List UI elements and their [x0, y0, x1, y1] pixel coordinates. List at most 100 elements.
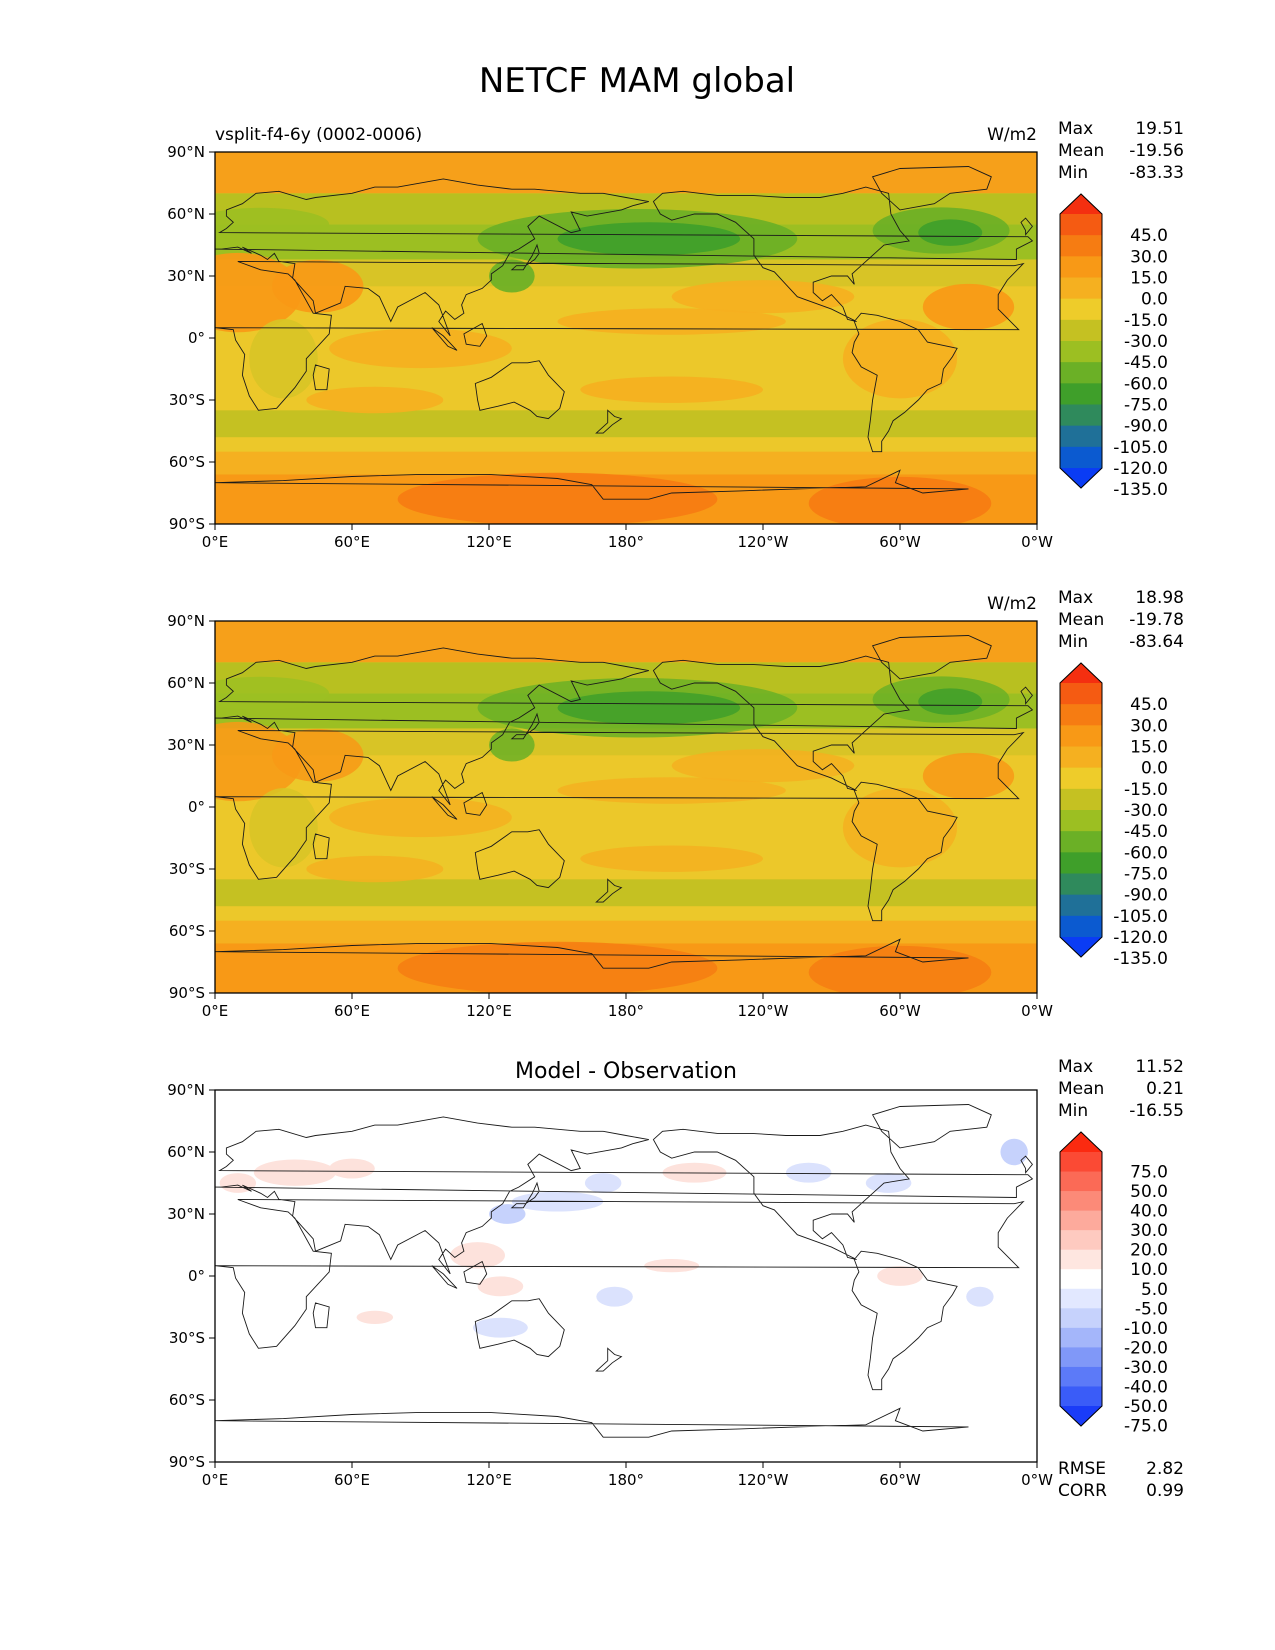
- y-tick-label: 30°N: [167, 1205, 205, 1223]
- field-blob: [842, 318, 958, 399]
- field-band: [215, 879, 1037, 907]
- y-tick-label: 60°S: [169, 922, 205, 940]
- colorbar-label: -75.0: [1124, 1417, 1168, 1437]
- diff-blob: [329, 1158, 375, 1179]
- field-blob: [922, 752, 1015, 800]
- figure-title: NETCF MAM global: [479, 61, 795, 101]
- diff-blob: [473, 1317, 528, 1338]
- metric-label: CORR: [1058, 1481, 1107, 1501]
- x-tick-label: 0°E: [202, 1471, 229, 1489]
- colorbar-segment: [1060, 1366, 1102, 1387]
- colorbar-label: -60.0: [1124, 374, 1168, 394]
- colorbar-segment: [1060, 1171, 1102, 1192]
- colorbar-segment: [1060, 1308, 1102, 1329]
- colorbar-label: -15.0: [1124, 311, 1168, 331]
- colorbar-label: -30.0: [1124, 801, 1168, 821]
- x-tick-label: 0°W: [1021, 1002, 1053, 1020]
- stat-value: -83.64: [1129, 632, 1184, 652]
- colorbar-label: -10.0: [1124, 1319, 1168, 1339]
- colorbar-segment: [1060, 1230, 1102, 1251]
- colorbar-segment: [1060, 235, 1102, 257]
- colorbar-segment: [1060, 1269, 1102, 1290]
- map-field: [215, 1090, 1037, 1462]
- colorbar-label: -120.0: [1113, 928, 1168, 948]
- colorbar-segment: [1060, 1386, 1102, 1407]
- colorbar-segment: [1060, 1327, 1102, 1348]
- field-blob: [557, 777, 786, 804]
- colorbar-label: -40.0: [1124, 1377, 1168, 1397]
- field-band: [215, 621, 1037, 663]
- colorbar-segment: [1060, 810, 1102, 832]
- x-tick-label: 0°E: [202, 1002, 229, 1020]
- field-blob: [272, 728, 364, 782]
- field-band: [215, 451, 1037, 475]
- y-tick-label: 30°N: [167, 267, 205, 285]
- field-blob: [580, 376, 764, 403]
- colorbar-segment: [1060, 425, 1102, 448]
- y-tick-label: 30°N: [167, 736, 205, 754]
- colorbar-label: 0.0: [1141, 759, 1168, 779]
- colorbar-segment: [1060, 831, 1102, 853]
- colorbar-segment: [1060, 788, 1102, 811]
- diff-blob: [865, 1173, 912, 1193]
- metric-value: 0.99: [1146, 1481, 1184, 1501]
- diff-blob: [477, 1276, 524, 1297]
- colorbar-label: -75.0: [1124, 396, 1168, 416]
- colorbar-outline: [1059, 193, 1103, 489]
- diff-blob: [489, 1204, 526, 1224]
- colorbar-min-extend: [1060, 468, 1102, 488]
- colorbar-segment: [1060, 1249, 1102, 1270]
- panel-left-title: vsplit-f4-6y (0002-0006): [215, 125, 422, 145]
- field-blob: [306, 855, 444, 883]
- colorbar-label: -105.0: [1113, 907, 1168, 927]
- colorbar-label: -15.0: [1124, 780, 1168, 800]
- field-blob: [329, 328, 512, 369]
- field-blob: [671, 749, 855, 783]
- coastline: [215, 166, 1034, 500]
- y-tick-label: 60°N: [167, 205, 205, 223]
- stat-value: -16.55: [1129, 1101, 1184, 1121]
- x-tick-label: 0°W: [1021, 533, 1053, 551]
- stat-label: Max: [1058, 1057, 1093, 1077]
- colorbar-label: -30.0: [1124, 332, 1168, 352]
- x-tick-label: 180°: [608, 1002, 644, 1020]
- diff-blob: [785, 1162, 832, 1183]
- colorbar-segment: [1060, 1210, 1102, 1231]
- colorbar-segment: [1060, 383, 1102, 405]
- stat-value: 11.52: [1135, 1057, 1184, 1077]
- x-tick-label: 120°W: [738, 1471, 789, 1489]
- field-blob: [272, 259, 364, 313]
- field-blob: [922, 283, 1015, 331]
- colorbar-segment: [1060, 214, 1102, 236]
- colorbar-segment: [1060, 894, 1102, 917]
- diff-blob: [966, 1286, 994, 1307]
- stat-label: Min: [1058, 163, 1088, 183]
- diff-blob: [596, 1286, 633, 1307]
- stat-value: 19.51: [1135, 119, 1184, 139]
- diff-blob: [450, 1242, 505, 1269]
- field-blob: [249, 787, 318, 868]
- panel-1: 0°E 60°E 120°E 180° 120°W 60°W 0°W 90°N 60°N 30°N…: [167, 119, 1184, 551]
- diff-blob: [877, 1266, 923, 1286]
- colorbar-segment: [1060, 1191, 1102, 1212]
- metric-label: RMSE: [1058, 1459, 1106, 1479]
- colorbar-segment: [1060, 362, 1102, 384]
- colorbar-segment: [1060, 446, 1102, 469]
- stat-label: Max: [1058, 119, 1093, 139]
- field-blob: [306, 386, 444, 414]
- colorbar-label: -50.0: [1124, 1397, 1168, 1417]
- panel-center-title: Model - Observation: [515, 1059, 737, 1084]
- y-tick-label: 60°N: [167, 1143, 205, 1161]
- coastline: [215, 1104, 1034, 1438]
- panel-units: W/m2: [987, 594, 1037, 614]
- colorbar-label: 45.0: [1130, 695, 1168, 715]
- colorbar-segment: [1060, 852, 1102, 874]
- y-tick-label: 60°S: [169, 1391, 205, 1409]
- x-tick-label: 180°: [608, 533, 644, 551]
- field-blob: [671, 280, 855, 314]
- colorbar-segment: [1060, 256, 1102, 278]
- colorbar-label: 50.0: [1130, 1182, 1168, 1202]
- colorbar-label: -135.0: [1113, 949, 1168, 969]
- colorbar-label: 40.0: [1130, 1202, 1168, 1222]
- colorbar-segment: [1060, 725, 1102, 747]
